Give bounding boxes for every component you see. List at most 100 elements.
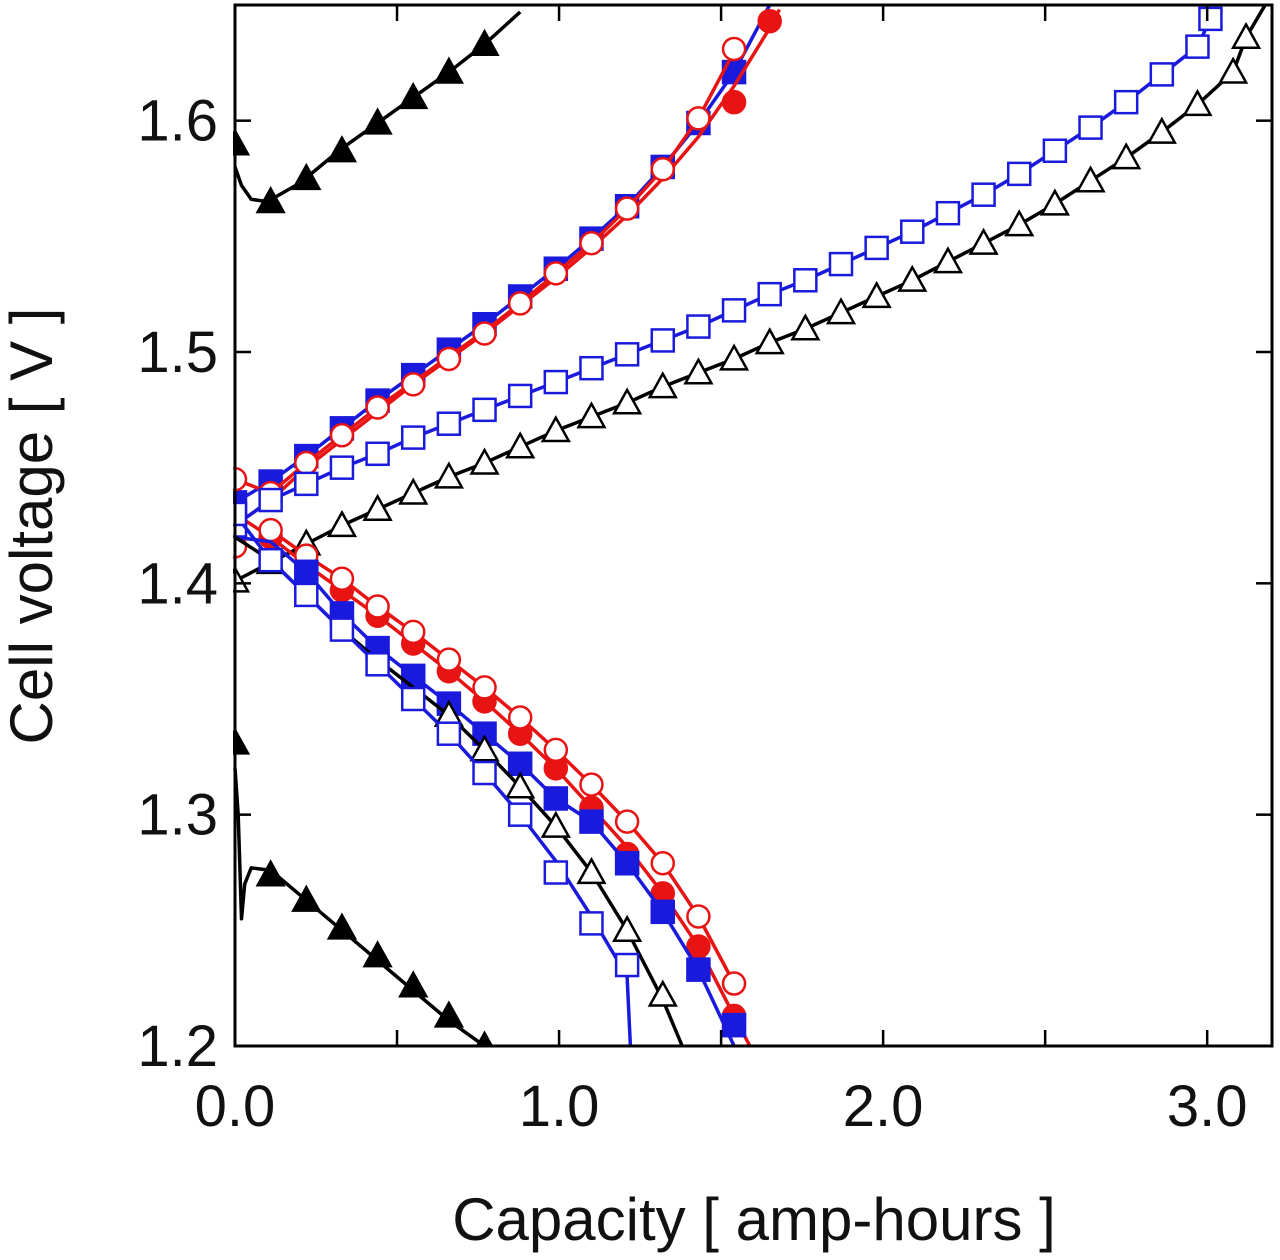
series-line (234, 535, 736, 1047)
data-point (754, 327, 785, 355)
data-point (647, 371, 678, 399)
data-point (294, 450, 319, 476)
data-point (472, 675, 497, 700)
data-point (543, 737, 569, 763)
series-line (234, 4, 772, 504)
data-point (505, 771, 536, 799)
data-point (1185, 34, 1210, 59)
data-point (1111, 142, 1142, 170)
data-point (757, 281, 782, 307)
y-tick-label: 1.4 (137, 551, 218, 616)
data-point (790, 313, 821, 341)
plot-frame (233, 3, 1274, 1048)
data-point (365, 594, 390, 619)
data-point (1198, 6, 1223, 32)
data-point (400, 619, 426, 645)
data-point (1149, 62, 1175, 87)
data-point (255, 186, 286, 214)
series-discharge-blue-filled-square (234, 535, 747, 1047)
data-point (611, 387, 643, 415)
data-point (469, 734, 500, 762)
data-point (611, 914, 643, 942)
data-point (576, 856, 607, 885)
data-point (686, 106, 711, 131)
series-line (234, 50, 736, 495)
data-point (614, 952, 640, 978)
series-discharge-black-filled-triangle (233, 727, 494, 1047)
data-point (650, 850, 676, 876)
data-point (362, 940, 393, 968)
data-point (329, 455, 355, 480)
data-point (326, 135, 358, 163)
data-point (647, 979, 678, 1007)
data-point (398, 477, 429, 505)
data-point (329, 566, 355, 591)
data-point (721, 36, 747, 62)
data-point (398, 970, 429, 998)
tick-layer (233, 5, 1272, 1048)
data-point (614, 809, 640, 834)
data-point (507, 802, 533, 827)
data-point (614, 850, 640, 876)
data-point (614, 342, 640, 367)
data-point (258, 487, 283, 513)
data-point (543, 261, 569, 286)
data-point (291, 884, 322, 912)
data-point (400, 372, 426, 397)
data-point (433, 1000, 465, 1028)
data-point (433, 461, 465, 489)
y-tick-label: 1.2 (137, 1014, 218, 1079)
data-point (1078, 115, 1103, 140)
series-line (233, 10, 522, 204)
data-point (472, 760, 497, 786)
data-point (543, 860, 569, 885)
x-tick-label: 0.0 (195, 1074, 276, 1139)
data-point (579, 772, 604, 797)
data-point (1039, 188, 1071, 216)
data-point (897, 264, 928, 292)
y-axis-title: Cell voltage [ V ] (0, 308, 65, 745)
data-point (329, 617, 355, 642)
data-point (971, 182, 996, 207)
data-point (365, 652, 390, 677)
data-point (398, 81, 429, 110)
data-point (326, 509, 358, 538)
data-point (579, 231, 604, 256)
data-point (793, 268, 818, 293)
data-point (1146, 116, 1177, 144)
data-point (400, 425, 426, 450)
data-point (861, 280, 892, 309)
x-axis-title: Capacity [ amp-hours ] (452, 1186, 1056, 1253)
data-point (828, 251, 854, 277)
data-point (721, 1012, 747, 1038)
data-point (718, 343, 750, 371)
data-point (472, 397, 497, 423)
data-point (683, 357, 714, 385)
data-point (650, 899, 676, 925)
series-charge-blue-open-square (233, 6, 1223, 538)
data-point (258, 547, 283, 573)
data-point (472, 321, 497, 346)
data-point (721, 89, 747, 115)
data-point (436, 411, 462, 436)
data-point (433, 56, 465, 84)
data-point (469, 447, 500, 475)
data-point (721, 971, 747, 996)
data-point (540, 415, 571, 443)
data-point (721, 298, 747, 323)
data-point (362, 107, 393, 135)
data-point (825, 297, 857, 325)
data-point (1042, 138, 1068, 163)
data-point (365, 395, 390, 420)
data-point (436, 346, 462, 372)
data-point (968, 227, 999, 255)
data-point (1217, 56, 1249, 84)
series-line (234, 4, 1268, 583)
data-point (935, 200, 961, 226)
series-discharge-blue-open-square (233, 501, 640, 1047)
data-point (650, 328, 676, 353)
series-charge-black-filled-triangle (233, 10, 522, 214)
data-point (1075, 165, 1106, 193)
data-point (507, 291, 533, 316)
series-layer (233, 4, 1268, 1047)
